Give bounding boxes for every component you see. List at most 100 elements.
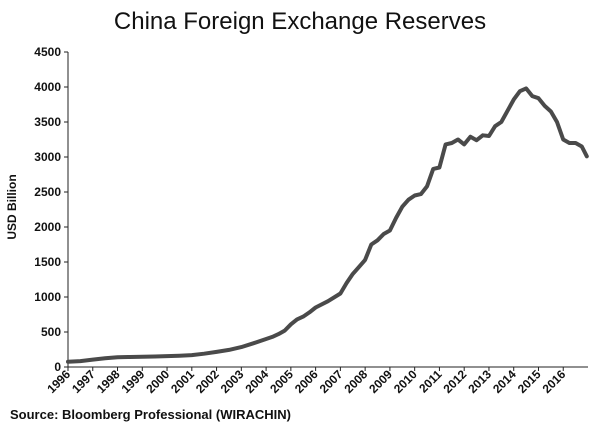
data-point (494, 125, 497, 128)
x-tick-label: 1996 (44, 367, 73, 396)
data-point (358, 265, 360, 268)
x-tick-label: 2007 (317, 367, 346, 396)
data-point (574, 142, 577, 144)
data-point (252, 342, 255, 345)
data-point (450, 142, 453, 144)
data-point (395, 216, 398, 219)
data-point (426, 185, 428, 188)
data-point (457, 138, 459, 141)
data-point (67, 360, 69, 363)
data-point (401, 205, 404, 208)
data-point (141, 355, 144, 358)
data-point (289, 323, 292, 326)
y-tick-label: 1500 (34, 255, 61, 269)
x-tick-label: 2015 (515, 367, 544, 396)
data-point (277, 333, 280, 336)
data-point (364, 258, 367, 261)
data-point (382, 233, 385, 235)
data-point (475, 139, 478, 142)
data-point (79, 360, 82, 363)
data-point (271, 335, 274, 338)
data-point (549, 110, 552, 113)
y-axis-title: USD Billion (5, 174, 19, 239)
x-tick-label: 2003 (218, 367, 247, 396)
data-point (518, 90, 521, 93)
data-point (296, 318, 298, 321)
data-point (438, 166, 441, 169)
y-tick-label: 4000 (34, 80, 61, 94)
data-point (308, 311, 311, 314)
data-point (585, 155, 588, 158)
x-tick-label: 2010 (391, 367, 420, 396)
x-tick-label: 2014 (490, 367, 519, 396)
data-point (91, 358, 94, 361)
data-point (376, 239, 379, 242)
y-tick-label: 500 (41, 325, 61, 339)
data-point (190, 354, 193, 357)
data-point (240, 346, 243, 349)
x-tick-label: 2000 (143, 367, 172, 396)
data-point (178, 354, 181, 357)
data-point (580, 145, 583, 148)
x-tick-label: 2004 (242, 367, 271, 396)
data-point (128, 356, 131, 358)
data-point (419, 193, 422, 196)
y-tick-label: 4500 (34, 45, 61, 59)
data-point (345, 282, 348, 284)
y-tick-label: 2000 (34, 220, 61, 234)
x-tick-label: 2011 (416, 367, 445, 396)
data-point (283, 329, 286, 332)
data-point (166, 355, 168, 358)
y-tick-label: 3000 (34, 150, 61, 164)
x-tick-label: 1999 (119, 367, 148, 396)
data-point (388, 229, 391, 232)
data-point (351, 272, 354, 275)
x-tick-label: 2005 (267, 367, 296, 396)
x-tick-label: 2008 (341, 367, 370, 396)
y-axis: 0 500 1000 1500 2000 2500 3000 3500 4000 4500 (34, 45, 69, 374)
data-point (370, 243, 373, 246)
data-point (488, 135, 490, 137)
y-tick-label: 0 (54, 360, 61, 374)
data-point (512, 98, 515, 101)
data-point (469, 135, 472, 138)
source-note: Source: Bloomberg Professional (WIRACHIN… (10, 407, 291, 422)
data-point (481, 134, 484, 137)
x-tick-label: 2009 (366, 367, 395, 396)
data-point (525, 87, 528, 90)
data-point (562, 138, 565, 141)
data-point (104, 357, 107, 360)
x-tick-label: 2006 (292, 367, 321, 396)
x-tick-label: 1997 (69, 367, 98, 396)
data-point (153, 355, 156, 358)
data-point (339, 292, 342, 295)
data-point (543, 104, 546, 107)
data-point (407, 198, 410, 201)
data-point (215, 350, 218, 353)
x-axis: 1996199719981999200020012002200320042005… (44, 366, 588, 396)
x-tick-label: 2012 (441, 367, 470, 396)
series-line (66, 86, 589, 364)
y-tick-label: 2500 (34, 185, 61, 199)
data-point (531, 95, 534, 98)
data-point (203, 352, 206, 355)
data-point (444, 143, 447, 146)
data-point (506, 109, 509, 112)
x-tick-label: 2016 (540, 367, 569, 396)
data-point (537, 97, 540, 100)
data-point (568, 142, 571, 144)
data-point (500, 121, 503, 123)
data-point (556, 121, 558, 123)
data-point (302, 315, 305, 318)
series-layer (66, 86, 589, 364)
data-point (432, 167, 435, 170)
data-point (228, 348, 230, 351)
data-point (327, 300, 329, 303)
y-tick-label: 1000 (34, 290, 61, 304)
data-point (463, 143, 466, 146)
data-point (265, 338, 268, 340)
data-point (413, 194, 416, 197)
data-point (314, 306, 317, 309)
y-tick-label: 3500 (34, 115, 61, 129)
